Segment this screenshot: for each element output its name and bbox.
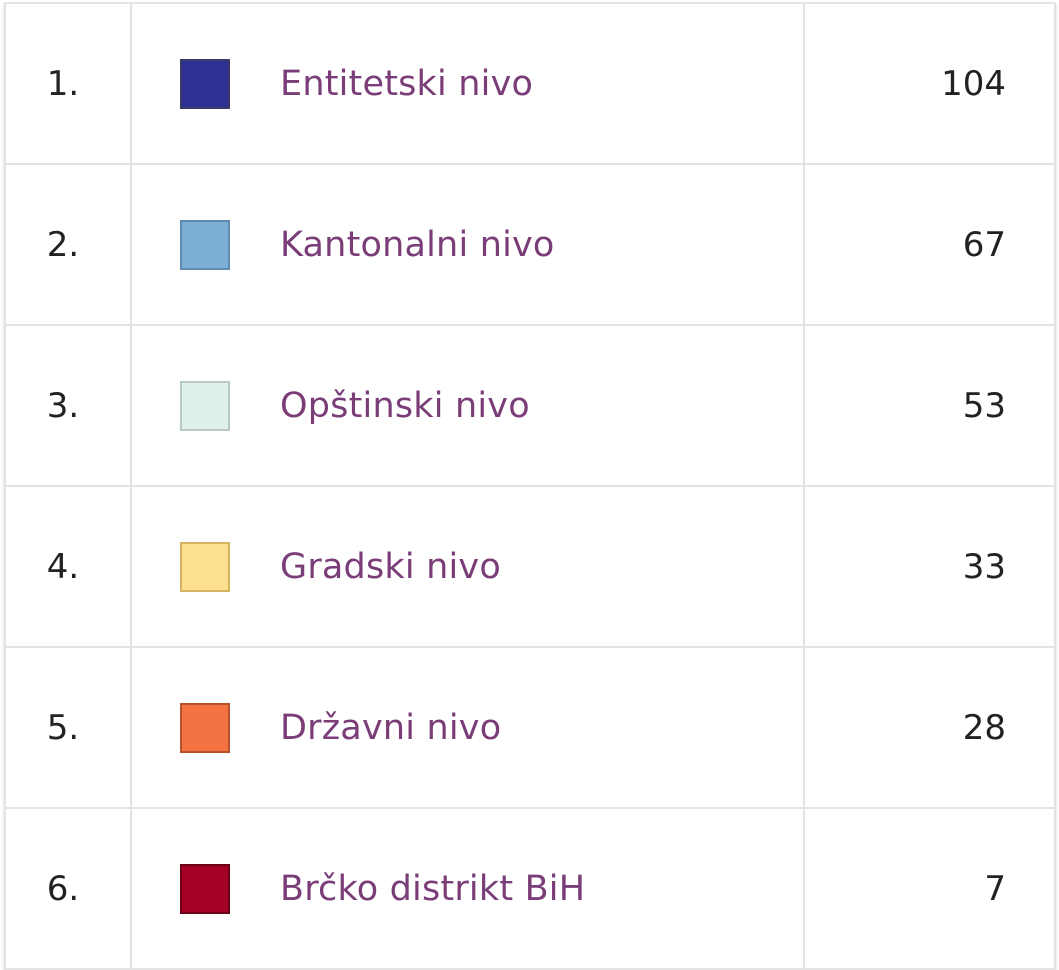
row-label-cell: Entitetski nivo xyxy=(130,2,805,165)
row-label: Opštinski nivo xyxy=(280,385,530,426)
row-value: 104 xyxy=(803,2,1056,165)
row-rank: 3. xyxy=(4,324,132,487)
color-swatch xyxy=(180,219,230,270)
row-label-cell: Kantonalni nivo xyxy=(130,163,805,326)
row-rank: 5. xyxy=(4,646,132,809)
color-swatch xyxy=(180,380,230,431)
row-rank: 4. xyxy=(4,485,132,648)
row-label: Brčko distrikt BiH xyxy=(280,868,586,909)
color-swatch xyxy=(180,702,230,753)
row-value: 33 xyxy=(803,485,1056,648)
row-label-cell: Državni nivo xyxy=(130,646,805,809)
table-row: 2. Kantonalni nivo 67 xyxy=(4,163,1056,326)
row-label-cell: Gradski nivo xyxy=(130,485,805,648)
row-label: Državni nivo xyxy=(280,707,502,748)
row-value: 28 xyxy=(803,646,1056,809)
legend-table: 1. Entitetski nivo 104 2. Kantonalni nivo 67 3… xyxy=(4,2,1056,970)
row-value: 67 xyxy=(803,163,1056,326)
row-value: 53 xyxy=(803,324,1056,487)
row-label: Kantonalni nivo xyxy=(280,224,555,265)
table-row: 5. Državni nivo 28 xyxy=(4,646,1056,809)
color-swatch xyxy=(180,58,230,109)
table-row: 3. Opštinski nivo 53 xyxy=(4,324,1056,487)
color-swatch xyxy=(180,863,230,914)
row-rank: 6. xyxy=(4,807,132,970)
row-label: Gradski nivo xyxy=(280,546,501,587)
table-row: 6. Brčko distrikt BiH 7 xyxy=(4,807,1056,970)
row-label: Entitetski nivo xyxy=(280,63,534,104)
table-row: 1. Entitetski nivo 104 xyxy=(4,2,1056,165)
row-rank: 1. xyxy=(4,2,132,165)
color-swatch xyxy=(180,541,230,592)
legend-body: 1. Entitetski nivo 104 2. Kantonalni nivo 67 3… xyxy=(4,2,1056,970)
row-rank: 2. xyxy=(4,163,132,326)
table-row: 4. Gradski nivo 33 xyxy=(4,485,1056,648)
row-value: 7 xyxy=(803,807,1056,970)
row-label-cell: Brčko distrikt BiH xyxy=(130,807,805,970)
row-label-cell: Opštinski nivo xyxy=(130,324,805,487)
